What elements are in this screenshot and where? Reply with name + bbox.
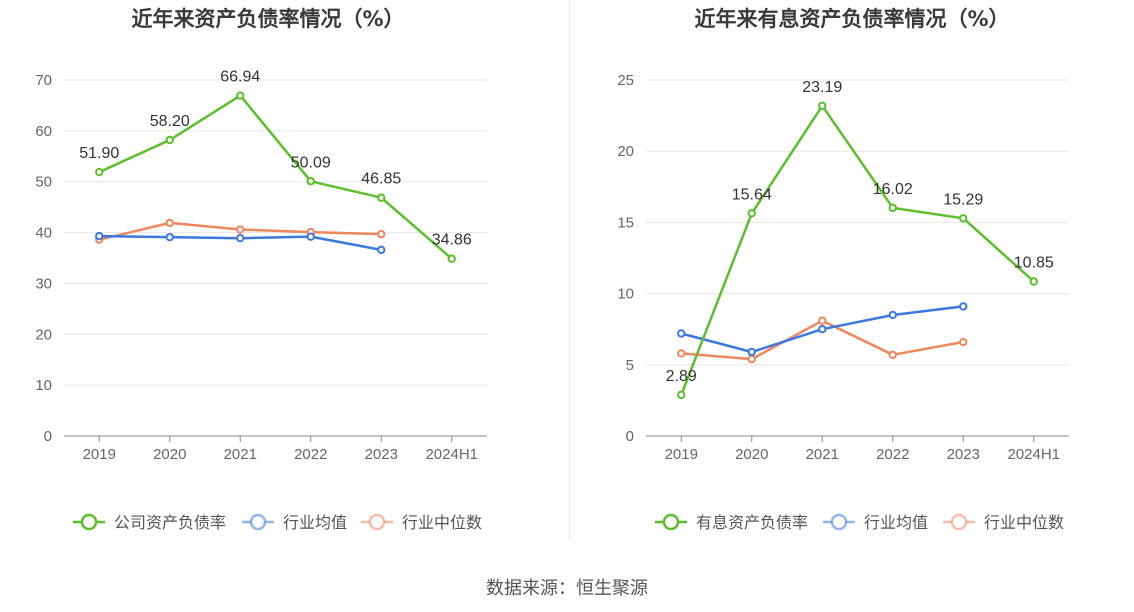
x-tick-label: 2021 (806, 446, 839, 463)
data-label: 23.19 (802, 79, 842, 96)
data-point (236, 225, 245, 234)
x-tick-label: 2024H1 (1007, 446, 1060, 463)
data-point (95, 231, 104, 241)
data-label: 50.09 (291, 154, 331, 171)
data-point (377, 229, 386, 239)
data-label: 34.86 (432, 232, 472, 249)
data-point (236, 91, 245, 100)
data-point (165, 232, 174, 242)
data-point (818, 101, 827, 110)
data-point (818, 325, 827, 334)
legend-marker (80, 513, 98, 531)
data-label: 51.90 (79, 145, 119, 162)
data-point (888, 350, 897, 360)
data-point (377, 193, 386, 202)
y-tick-label: 30 (35, 275, 52, 292)
data-point (888, 310, 897, 320)
data-point (959, 337, 968, 347)
data-label: 66.94 (220, 69, 260, 86)
legend-marker (830, 513, 848, 531)
data-point (677, 349, 686, 358)
x-tick-label: 2022 (876, 446, 909, 463)
legend-label: 行业中位数 (984, 513, 1064, 532)
legend-item-3[interactable]: 行业中位数 (943, 513, 1064, 532)
x-tick-label: 2020 (735, 446, 768, 463)
x-tick-label: 2023 (947, 446, 980, 463)
legend-label: 行业均值 (864, 513, 928, 532)
legend-item-1[interactable]: 有息资产负债率 (655, 513, 808, 532)
chart-panel-2: 近年来有息资产负债率情况（%） 0 5 10 15 20 25 2019 2020 2021 202… (617, 7, 1069, 532)
data-point (306, 232, 315, 241)
y-tick-label: 0 (44, 428, 52, 445)
data-label: 15.29 (943, 191, 983, 208)
data-label: 16.02 (873, 181, 913, 198)
data-point (165, 135, 174, 145)
legend-item-3[interactable]: 行业中位数 (361, 513, 482, 532)
data-point (959, 302, 968, 311)
data-point (165, 218, 174, 228)
data-point (747, 209, 756, 218)
data-point (747, 354, 756, 364)
data-point (306, 177, 315, 186)
legend-marker (662, 513, 680, 531)
series-line-1 (680, 104, 1035, 396)
data-label: 15.64 (732, 186, 772, 203)
x-tick-label: 2019 (665, 446, 698, 463)
legend-marker (950, 513, 968, 531)
legend-item-2[interactable]: 行业均值 (242, 513, 347, 532)
x-tick-label: 2022 (294, 446, 327, 463)
x-tick-label: 2021 (224, 446, 257, 463)
legend-item-2[interactable]: 行业均值 (823, 513, 928, 532)
chart-title: 近年来有息资产负债率情况（%） (694, 7, 1009, 31)
data-label: 10.85 (1014, 254, 1054, 271)
y-tick-label: 20 (35, 326, 52, 343)
data-label: 2.89 (666, 368, 697, 385)
legend-item-1[interactable]: 公司资产负债率 (73, 513, 226, 532)
y-tick-label: 10 (617, 286, 634, 303)
data-point (447, 254, 456, 263)
x-tick-label: 2023 (365, 446, 398, 463)
data-point (677, 390, 686, 400)
y-tick-label: 15 (617, 214, 634, 231)
legend-marker (249, 513, 267, 531)
y-tick-label: 70 (35, 72, 52, 89)
panel-divider (569, 0, 570, 540)
legend-label: 公司资产负债率 (114, 513, 226, 532)
x-tick-label: 2019 (83, 446, 116, 463)
y-tick-label: 40 (35, 225, 52, 242)
legend-label: 行业均值 (283, 513, 347, 532)
y-tick-label: 60 (35, 123, 52, 140)
data-label: 58.20 (150, 113, 190, 130)
data-point (959, 214, 968, 223)
y-tick-label: 20 (617, 143, 634, 160)
data-point (1029, 277, 1038, 286)
legend-marker (368, 513, 386, 531)
y-tick-label: 50 (35, 174, 52, 191)
legend-label: 有息资产负债率 (696, 513, 808, 532)
y-tick-label: 5 (626, 357, 634, 374)
data-point (818, 316, 827, 325)
y-tick-label: 0 (626, 428, 634, 445)
data-point (747, 347, 756, 357)
x-tick-label: 2020 (153, 446, 186, 463)
data-source-note: 数据来源：恒生聚源 (486, 578, 648, 599)
y-tick-label: 10 (35, 377, 52, 394)
data-point (236, 233, 245, 243)
chart-panel-1: 近年来资产负债率情况（%） 0 10 20 30 40 50 60 70 2019 2020 2021… (35, 7, 487, 532)
data-point (377, 245, 386, 255)
x-tick-label: 2024H1 (425, 446, 478, 463)
data-label: 46.85 (361, 171, 401, 188)
series-line-1 (98, 94, 453, 260)
y-tick-label: 25 (617, 72, 634, 89)
data-point (95, 167, 104, 177)
chart-title: 近年来资产负债率情况（%） (131, 7, 404, 31)
data-point (677, 329, 686, 338)
data-point (888, 203, 897, 213)
legend-label: 行业中位数 (402, 513, 482, 532)
